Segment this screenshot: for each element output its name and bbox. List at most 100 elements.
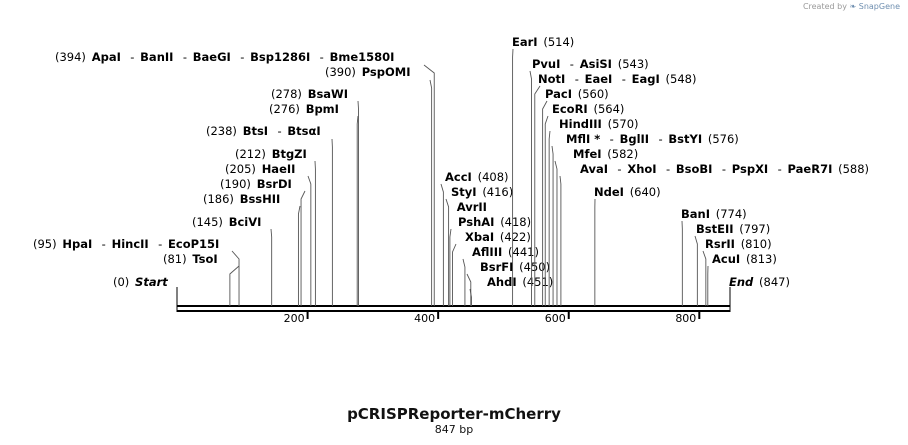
enzyme-name: PspXI xyxy=(732,162,768,176)
site-label: AccI (408) xyxy=(445,170,509,184)
site-connector xyxy=(554,160,558,306)
enzyme-name: PacI xyxy=(545,87,572,101)
enzyme-name: BsaWI xyxy=(308,87,348,101)
enzyme-name: BtsαI xyxy=(287,124,320,138)
site-label: NdeI (640) xyxy=(594,185,661,199)
enzyme-name: MflI * xyxy=(566,132,600,146)
site-position: (564) xyxy=(593,102,624,116)
site-label-text: AhdI (451) xyxy=(487,275,553,289)
enzyme-name: HaeII xyxy=(262,162,296,176)
enzyme-name: AccI xyxy=(445,170,472,184)
enzyme-name: BsrFI xyxy=(480,260,513,274)
site-connector xyxy=(469,288,472,306)
credit-prefix: Created by xyxy=(802,2,847,11)
site-position: (390) xyxy=(325,65,356,79)
enzyme-name: BaeGI xyxy=(193,50,231,64)
site-label-text: (0) Start xyxy=(113,275,168,289)
enzyme-name: EaeI xyxy=(585,72,613,86)
site-connector xyxy=(357,100,359,306)
enzyme-name: NotI xyxy=(538,72,565,86)
site-position: (810) xyxy=(741,237,772,251)
site-connector xyxy=(452,243,457,306)
site-label-text: NotI - EaeI - EagI (548) xyxy=(538,72,696,86)
site-position: (640) xyxy=(630,185,661,199)
enzyme-name: HpaI xyxy=(62,237,92,251)
site-label: (278) BsaWI xyxy=(271,87,348,101)
site-label: AvrII xyxy=(451,200,487,214)
site-label-text: (81) TsoI xyxy=(163,252,218,266)
site-position: (418) xyxy=(500,215,531,229)
site-connector xyxy=(534,85,541,306)
enzyme-name: HincII xyxy=(112,237,149,251)
enzyme-name: BtsI xyxy=(243,124,268,138)
site-label-text: AvrII xyxy=(451,200,487,214)
site-label: BstEII (797) xyxy=(696,222,770,236)
enzyme-name: BssHII xyxy=(240,192,281,206)
site-label: NotI - EaeI - EagI (548) xyxy=(538,72,696,86)
sequence-title: pCRISPReporter-mCherry xyxy=(347,405,561,423)
enzyme-name: NdeI xyxy=(594,185,624,199)
site-label-text: RsrII (810) xyxy=(705,237,772,251)
site-position: (186) xyxy=(203,192,234,206)
site-label-text: (145) BciVI xyxy=(192,215,261,229)
site-connector xyxy=(702,250,707,306)
site-label-text: End (847) xyxy=(729,275,790,289)
site-label-text: PvuI - AsiSI (543) xyxy=(532,57,649,71)
site-connector xyxy=(270,228,273,306)
site-connector xyxy=(542,100,548,306)
enzyme-name: EagI xyxy=(632,72,660,86)
site-label-text: (276) BpmI xyxy=(269,102,339,116)
site-position: (422) xyxy=(500,230,531,244)
site-position: (813) xyxy=(746,252,777,266)
site-connector xyxy=(559,175,562,306)
ruler-tick-label: 800 xyxy=(675,312,696,325)
site-label: RsrII (810) xyxy=(705,237,772,251)
enzyme-name: AsiSI xyxy=(580,57,612,71)
site-position: (278) xyxy=(271,87,302,101)
site-label-text: (95) HpaI - HincII - EcoP15I xyxy=(33,237,219,251)
site-label-text: PshAI (418) xyxy=(458,215,531,229)
ruler-tick-label: 400 xyxy=(414,312,435,325)
site-label-text: (394) ApaI - BanII - BaeGI - Bsp1286I - … xyxy=(55,50,394,64)
site-label: AcuI (813) xyxy=(712,252,777,266)
site-label-text: (186) BssHII xyxy=(203,192,280,206)
site-label-text: AvaI - XhoI - BsoBI - PspXI - PaeR7I (58… xyxy=(580,162,869,176)
site-position: (797) xyxy=(739,222,770,236)
site-connector xyxy=(429,79,433,306)
site-label: StyI (416) xyxy=(451,185,513,199)
enzyme-name: End xyxy=(729,275,754,289)
site-position: (543) xyxy=(618,57,649,71)
site-label-text: BstEII (797) xyxy=(696,222,770,236)
site-connector xyxy=(548,130,551,306)
site-label: (212) BtgZI xyxy=(235,147,307,161)
site-label: MfeI (582) xyxy=(573,147,638,161)
site-position: (774) xyxy=(716,207,747,221)
enzyme-name: StyI xyxy=(451,185,477,199)
site-label-text: PacI (560) xyxy=(545,87,609,101)
site-label-text: AflIII (441) xyxy=(472,245,539,259)
enzyme-name: BpmI xyxy=(306,102,339,116)
enzyme-name: MfeI xyxy=(573,147,602,161)
site-label: EarI (514) xyxy=(512,35,574,49)
site-label: (390) PspOMI xyxy=(325,65,411,79)
enzyme-name: BstEII xyxy=(696,222,734,236)
site-connector xyxy=(229,265,240,306)
site-label-text: EarI (514) xyxy=(512,35,574,49)
enzyme-name: BsrDI xyxy=(257,177,292,191)
site-position: (394) xyxy=(55,50,86,64)
enzyme-name: BanII xyxy=(140,50,173,64)
site-position: (576) xyxy=(708,132,739,146)
enzyme-name: BglII xyxy=(620,132,650,146)
site-position: (408) xyxy=(478,170,509,184)
site-label: BsrFI (450) xyxy=(480,260,550,274)
site-label: HindIII (570) xyxy=(559,117,639,131)
site-label-text: (278) BsaWI xyxy=(271,87,348,101)
site-position: (212) xyxy=(235,147,266,161)
site-connector xyxy=(529,70,532,306)
enzyme-name: AvaI xyxy=(580,162,608,176)
enzyme-name: RsrII xyxy=(705,237,735,251)
enzyme-name: TsoI xyxy=(192,252,217,266)
enzyme-name: Start xyxy=(135,275,168,289)
site-label-text: (190) BsrDI xyxy=(220,177,292,191)
